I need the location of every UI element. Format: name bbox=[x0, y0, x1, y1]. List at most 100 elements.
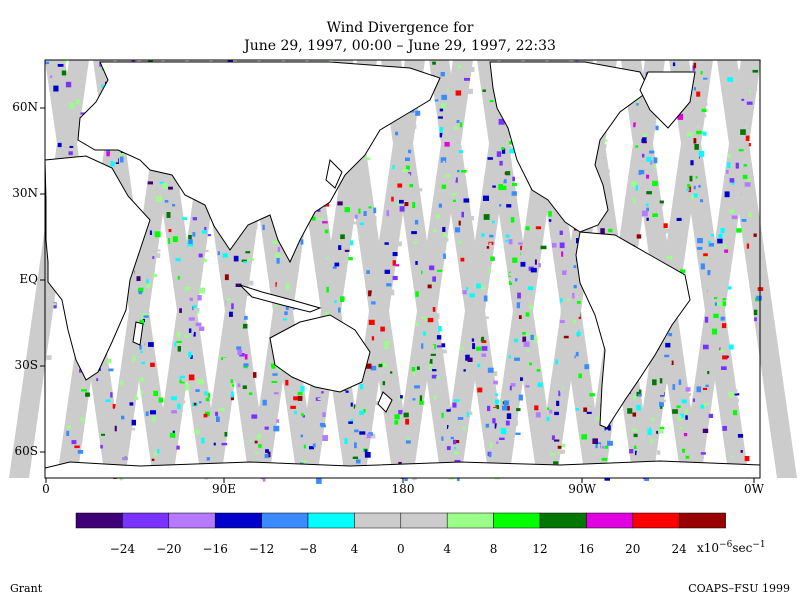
divergence-cell bbox=[607, 212, 612, 217]
divergence-cell bbox=[237, 349, 243, 355]
divergence-cell bbox=[186, 299, 190, 306]
divergence-cell bbox=[703, 344, 709, 350]
colorbar-tick-label: −16 bbox=[202, 542, 228, 556]
divergence-cell bbox=[711, 328, 718, 335]
divergence-cell bbox=[334, 262, 340, 267]
divergence-cell bbox=[672, 409, 678, 414]
divergence-cell bbox=[503, 437, 509, 442]
divergence-cell bbox=[410, 253, 414, 257]
divergence-cell bbox=[275, 303, 278, 308]
divergence-cell bbox=[432, 344, 436, 350]
divergence-cell bbox=[309, 446, 314, 450]
divergence-cell bbox=[368, 319, 375, 325]
divergence-cell bbox=[115, 440, 121, 445]
divergence-cell bbox=[412, 202, 416, 208]
divergence-cell bbox=[413, 241, 418, 244]
divergence-cell bbox=[248, 392, 253, 396]
divergence-cell bbox=[66, 430, 70, 436]
divergence-cell bbox=[487, 367, 494, 373]
divergence-cell bbox=[678, 415, 682, 422]
divergence-cell bbox=[348, 257, 353, 261]
credit-label: COAPS–FSU 1999 bbox=[688, 582, 790, 595]
divergence-cell bbox=[120, 380, 123, 387]
divergence-cell bbox=[134, 396, 139, 400]
divergence-cell bbox=[432, 276, 436, 282]
divergence-cell bbox=[79, 87, 85, 92]
divergence-cell bbox=[365, 157, 371, 161]
divergence-cell bbox=[284, 311, 288, 316]
lon-label-0: 0 bbox=[42, 482, 50, 496]
divergence-cell bbox=[198, 253, 203, 258]
unit-exponent2: −1 bbox=[752, 540, 766, 550]
swath-band bbox=[345, 60, 425, 478]
divergence-cell bbox=[179, 400, 186, 404]
divergence-cell bbox=[400, 395, 403, 399]
divergence-cell bbox=[713, 316, 718, 321]
divergence-cell bbox=[243, 261, 247, 264]
divergence-cell bbox=[150, 362, 155, 367]
divergence-cell bbox=[442, 227, 446, 232]
divergence-cell bbox=[500, 428, 507, 435]
divergence-cell bbox=[511, 191, 517, 196]
divergence-cell bbox=[696, 404, 702, 410]
divergence-cell bbox=[454, 459, 461, 463]
divergence-cell bbox=[197, 295, 202, 301]
divergence-cell bbox=[572, 387, 578, 392]
divergence-cell bbox=[317, 217, 324, 220]
divergence-cell bbox=[633, 198, 636, 204]
divergence-cell bbox=[522, 332, 526, 335]
divergence-cell bbox=[235, 283, 242, 287]
divergence-cell bbox=[641, 137, 647, 143]
divergence-cell bbox=[728, 154, 732, 158]
divergence-cell bbox=[380, 290, 384, 296]
divergence-cell bbox=[573, 265, 577, 269]
divergence-cell bbox=[502, 185, 507, 191]
divergence-cell bbox=[469, 318, 474, 323]
divergence-cell bbox=[390, 289, 395, 294]
divergence-cell bbox=[460, 96, 463, 101]
divergence-cell bbox=[508, 355, 511, 359]
divergence-cell bbox=[249, 280, 254, 286]
divergence-cell bbox=[319, 422, 326, 426]
divergence-cell bbox=[408, 454, 412, 457]
divergence-cell bbox=[164, 200, 169, 203]
divergence-cell bbox=[515, 432, 521, 435]
divergence-cell bbox=[236, 367, 243, 371]
divergence-cell bbox=[69, 145, 74, 148]
divergence-cell bbox=[492, 418, 496, 424]
divergence-cell bbox=[499, 437, 505, 440]
divergence-cell bbox=[632, 428, 638, 432]
divergence-cell bbox=[635, 145, 639, 148]
divergence-cell bbox=[157, 448, 160, 454]
divergence-cell bbox=[501, 148, 506, 154]
divergence-cell bbox=[201, 230, 207, 234]
divergence-cell bbox=[741, 219, 747, 222]
divergence-cell bbox=[442, 160, 446, 165]
divergence-cell bbox=[352, 456, 358, 459]
divergence-cell bbox=[733, 410, 738, 416]
divergence-cell bbox=[555, 359, 559, 365]
colorbar-swatch bbox=[307, 512, 355, 529]
divergence-cell bbox=[578, 373, 582, 379]
divergence-cell bbox=[557, 445, 562, 449]
divergence-cell bbox=[505, 186, 511, 191]
divergence-cell bbox=[311, 432, 314, 435]
divergence-cell bbox=[224, 432, 228, 437]
divergence-cell bbox=[695, 163, 701, 169]
divergence-cell bbox=[206, 457, 210, 461]
divergence-cell bbox=[343, 179, 348, 185]
divergence-cell bbox=[101, 433, 105, 436]
divergence-cell bbox=[450, 436, 454, 440]
divergence-cell bbox=[524, 302, 527, 307]
divergence-cell bbox=[491, 220, 495, 224]
divergence-cell bbox=[129, 427, 136, 431]
divergence-cell bbox=[179, 371, 183, 374]
divergence-cell bbox=[439, 132, 445, 138]
divergence-cell bbox=[435, 313, 440, 319]
divergence-cell bbox=[80, 417, 84, 422]
divergence-cell bbox=[223, 357, 229, 364]
colorbar-tick-label: 20 bbox=[625, 542, 641, 556]
divergence-cell bbox=[701, 102, 708, 106]
divergence-cell bbox=[527, 286, 534, 291]
divergence-cell bbox=[75, 82, 79, 85]
